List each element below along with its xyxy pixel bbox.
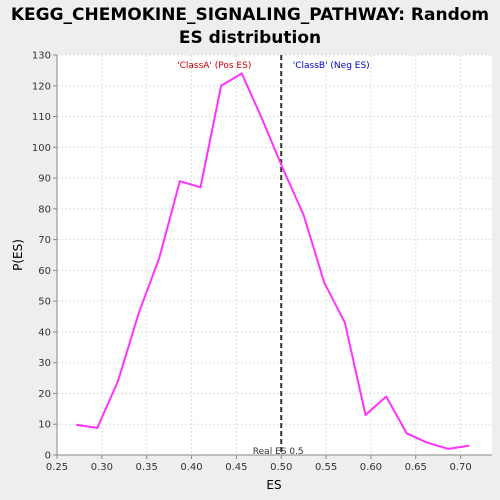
data-point (75, 424, 78, 426)
data-point (385, 395, 387, 398)
x-tick-label: 0.30 (91, 462, 113, 473)
y-tick-label: 70 (38, 235, 51, 246)
x-tick-label: 0.25 (46, 462, 68, 473)
data-point (137, 312, 140, 315)
data-point (364, 414, 367, 416)
series-line (76, 72, 469, 450)
y-tick-label: 20 (38, 389, 51, 400)
axes (53, 54, 492, 459)
y-tick-label: 50 (38, 297, 51, 308)
x-tick-label: 0.50 (270, 462, 292, 473)
x-tick-label: 0.40 (180, 462, 202, 473)
y-tick-label: 30 (38, 358, 51, 369)
x-tick-label: 0.60 (360, 462, 382, 473)
y-tick-label: 130 (32, 51, 51, 62)
data-point (261, 118, 264, 121)
y-tick-label: 40 (38, 327, 51, 338)
data-point (302, 214, 305, 216)
data-point (282, 168, 284, 170)
y-tick-label: 60 (38, 266, 51, 277)
data-point (426, 441, 429, 444)
data-point (447, 448, 449, 450)
data-point (117, 380, 119, 382)
y-tick-label: 90 (38, 174, 51, 185)
y-tick-label: 80 (38, 204, 51, 215)
y-tick-label: 100 (32, 143, 51, 154)
data-point (467, 444, 470, 447)
x-axis-label: ES (266, 478, 281, 492)
y-tick-label: 110 (32, 112, 51, 123)
x-tick-label: 0.45 (225, 462, 247, 473)
data-point (344, 321, 346, 324)
plot-area (57, 55, 492, 455)
data-point (220, 84, 222, 87)
tick-labels: 0 10 20 30 40 50 60 70 80 90 100 110 120 130 0.25 0.30 0… (32, 51, 472, 474)
x-tick-label: 0.55 (315, 462, 337, 473)
chart-title-line2: ES distribution (179, 28, 321, 48)
data-point (199, 186, 202, 189)
data-point (158, 257, 161, 259)
y-tick-label: 0 (45, 451, 51, 462)
data-point (240, 72, 243, 75)
pos-es-label: 'ClassA' (Pos ES) (177, 61, 251, 71)
x-tick-label: 0.70 (449, 462, 471, 473)
x-tick-label: 0.35 (136, 462, 158, 473)
data-point (96, 427, 99, 429)
series (75, 72, 470, 450)
y-tick-label: 120 (32, 81, 51, 92)
data-point (405, 432, 408, 435)
neg-es-label: 'ClassB' (Neg ES) (293, 61, 370, 71)
chart-title-line1: KEGG_CHEMOKINE_SIGNALING_PATHWAY: Random (11, 5, 489, 25)
real-es-label: Real ES 0.5 (253, 447, 304, 457)
y-axis-label: P(ES) (11, 239, 25, 271)
data-point (179, 180, 181, 182)
x-tick-label: 0.65 (405, 462, 427, 473)
y-tick-label: 10 (38, 420, 51, 431)
data-point (323, 281, 326, 284)
